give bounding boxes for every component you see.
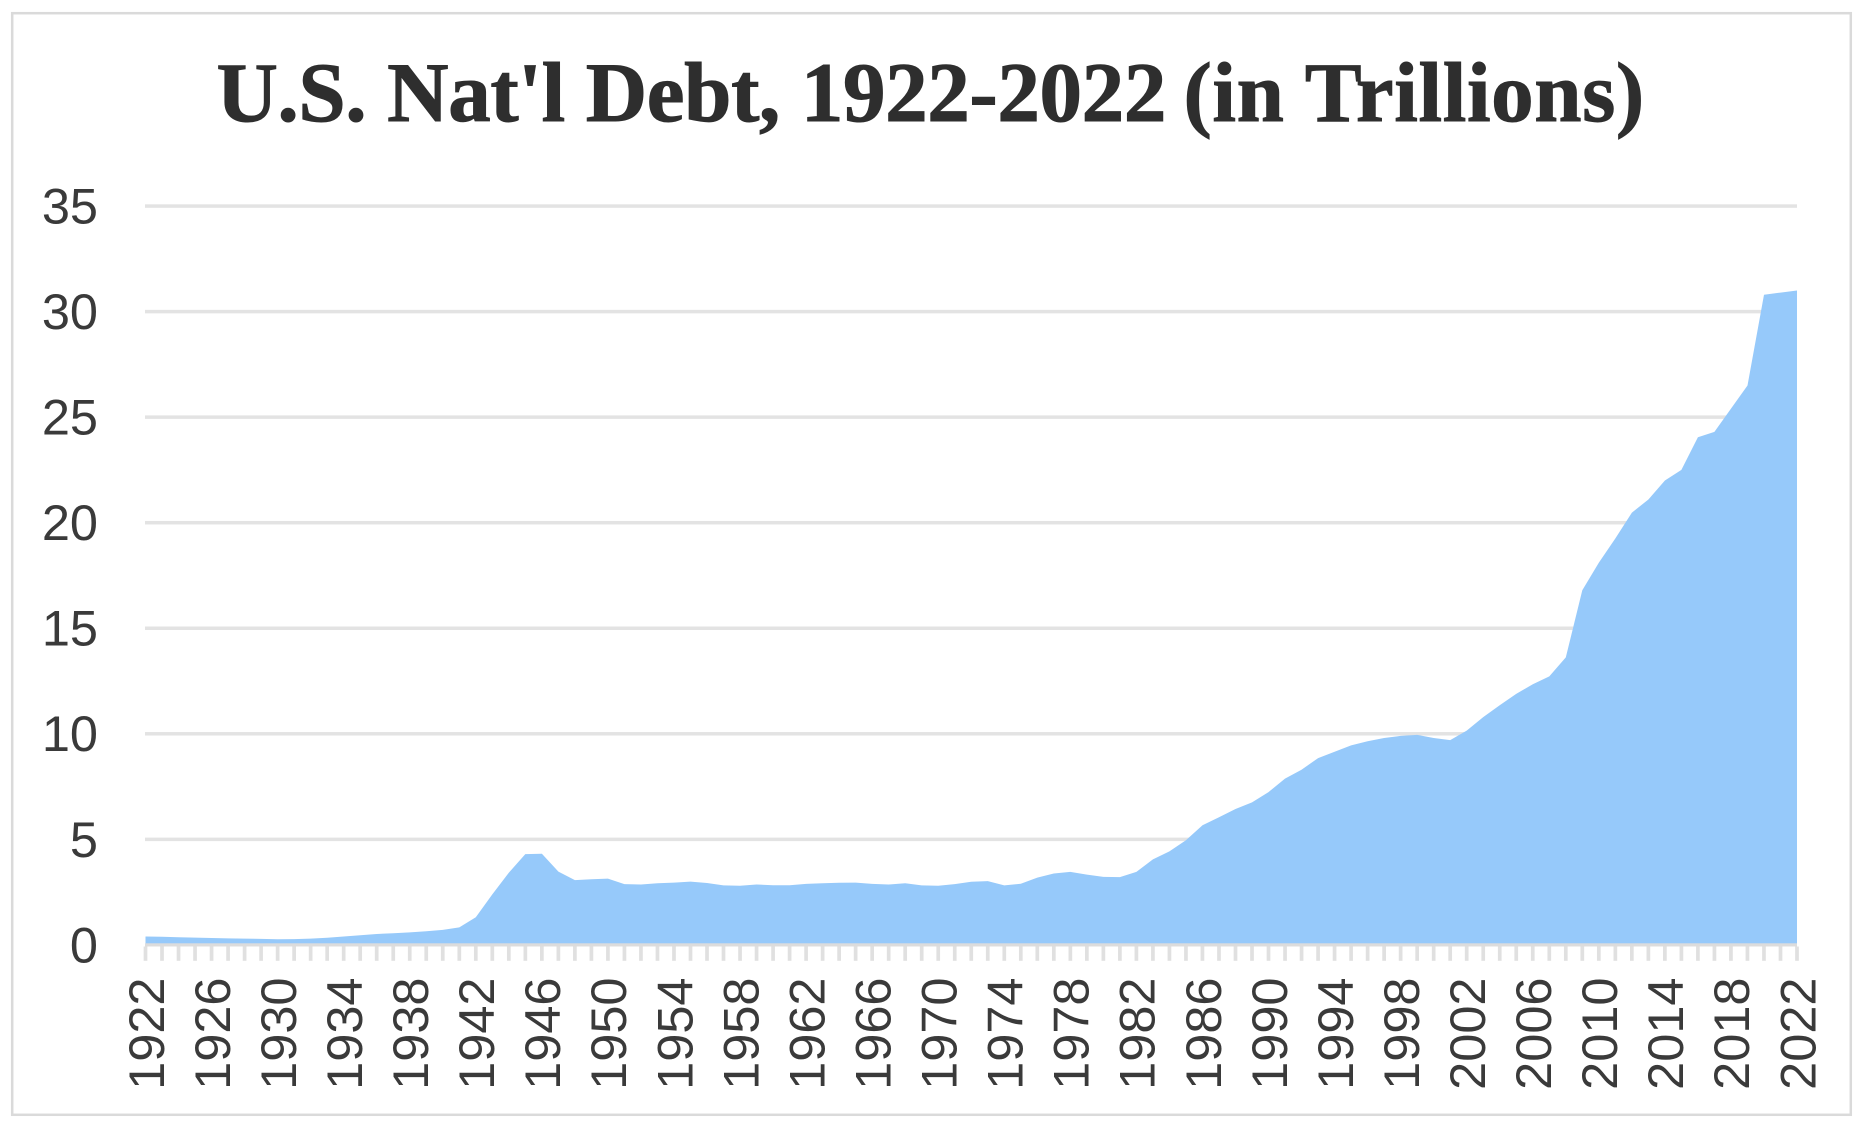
svg-text:2018: 2018 (1703, 978, 1760, 1090)
svg-text:0: 0 (70, 916, 98, 973)
svg-text:35: 35 (42, 177, 98, 234)
svg-text:1982: 1982 (1109, 978, 1166, 1090)
svg-text:2022: 2022 (1769, 978, 1826, 1090)
svg-text:1926: 1926 (184, 978, 241, 1090)
svg-text:1990: 1990 (1241, 978, 1298, 1090)
svg-text:2014: 2014 (1637, 978, 1694, 1090)
svg-text:1994: 1994 (1307, 978, 1364, 1090)
svg-text:30: 30 (42, 283, 98, 340)
svg-text:2010: 2010 (1571, 978, 1628, 1090)
svg-text:25: 25 (42, 389, 98, 446)
svg-text:U.S. Nat'l Debt, 1922-2022(in: U.S. Nat'l Debt, 1922-2022 (in Trillions) (217, 46, 1645, 140)
svg-text:1950: 1950 (580, 978, 637, 1090)
svg-text:2002: 2002 (1439, 978, 1496, 1090)
svg-text:2006: 2006 (1505, 978, 1562, 1090)
svg-text:20: 20 (42, 494, 98, 551)
svg-text:1934: 1934 (316, 978, 373, 1090)
svg-text:10: 10 (42, 705, 98, 762)
svg-text:1986: 1986 (1175, 978, 1232, 1090)
svg-text:15: 15 (42, 600, 98, 657)
svg-text:1922: 1922 (118, 978, 175, 1090)
svg-text:1970: 1970 (911, 978, 968, 1090)
svg-text:1966: 1966 (845, 978, 902, 1090)
svg-text:1930: 1930 (250, 978, 307, 1090)
svg-text:5: 5 (70, 811, 98, 868)
svg-text:1974: 1974 (977, 978, 1034, 1090)
svg-text:1998: 1998 (1373, 978, 1430, 1090)
svg-text:1942: 1942 (448, 978, 505, 1090)
svg-text:1978: 1978 (1043, 978, 1100, 1090)
svg-text:1962: 1962 (778, 978, 835, 1090)
svg-text:1954: 1954 (646, 978, 703, 1090)
svg-text:1946: 1946 (514, 978, 571, 1090)
svg-text:1938: 1938 (382, 978, 439, 1090)
svg-text:1958: 1958 (712, 978, 769, 1090)
